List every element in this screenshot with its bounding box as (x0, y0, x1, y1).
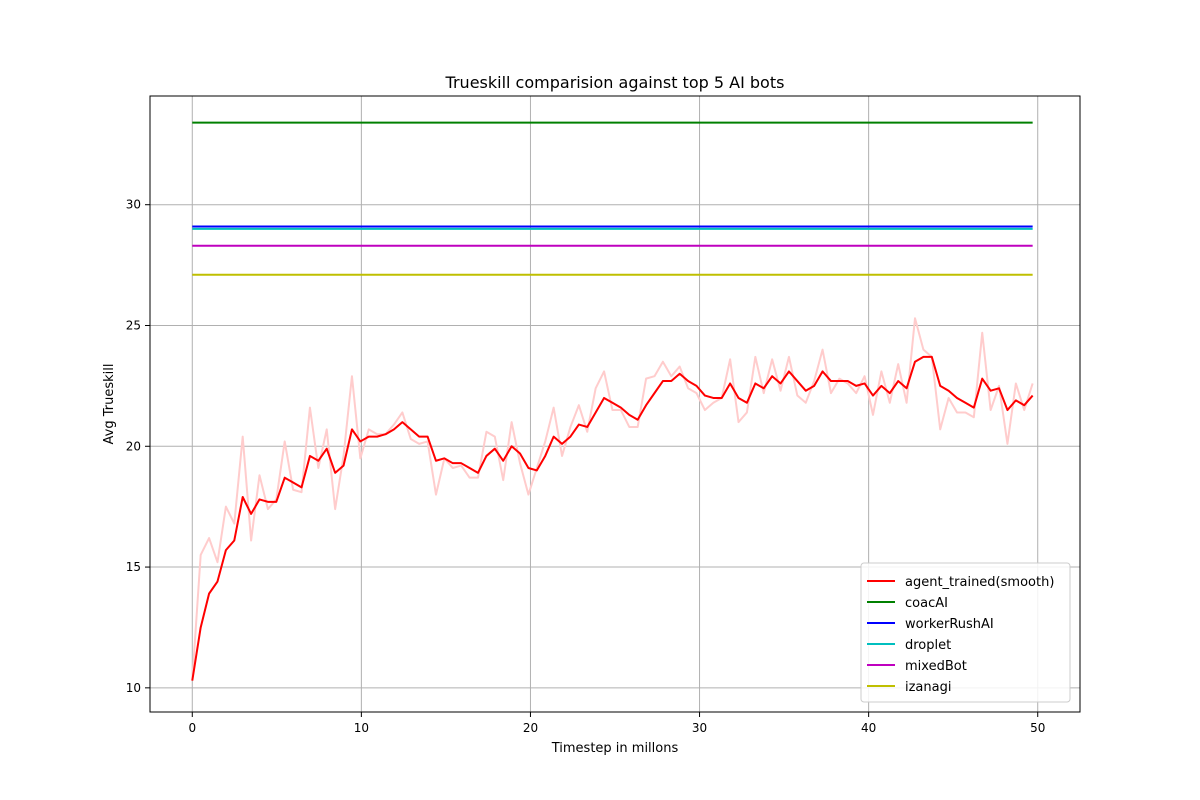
y-axis-label: Avg Trueskill (102, 364, 117, 445)
x-tick-label: 40 (861, 721, 876, 735)
y-tick-label: 10 (126, 681, 141, 695)
y-tick-label: 20 (126, 439, 141, 453)
y-tick-label: 30 (126, 198, 141, 212)
chart-title: Trueskill comparision against top 5 AI b… (445, 73, 785, 92)
x-tick-label: 30 (692, 721, 707, 735)
legend-label-droplet: droplet (905, 638, 951, 653)
x-tick-label: 10 (354, 721, 369, 735)
x-axis-ticks: 0 10 20 30 40 50 (188, 712, 1045, 735)
legend-label-agent-trained-smooth: agent_trained(smooth) (905, 575, 1054, 590)
legend-label-mixedbot: mixedBot (905, 659, 967, 674)
gridlines (150, 96, 1080, 712)
y-tick-label: 25 (126, 318, 141, 332)
legend: agent_trained(smooth) coacAI workerRushAI d… (860, 562, 1071, 703)
legend-label-izanagi: izanagi (905, 680, 951, 695)
y-axis-ticks: 10 15 20 25 30 (126, 198, 150, 695)
x-tick-label: 50 (1030, 721, 1045, 735)
plot-frame (149, 95, 1081, 713)
x-axis-label: Timestep in millons (551, 741, 679, 756)
plot-series (191, 121, 1034, 681)
y-tick-label: 15 (126, 560, 141, 574)
legend-label-coacai: coacAI (905, 596, 948, 611)
x-tick-label: 0 (188, 721, 196, 735)
legend-box (860, 562, 1071, 703)
legend-label-workerrushai: workerRushAI (905, 617, 994, 632)
x-tick-label: 20 (523, 721, 538, 735)
series-line-agent-trained-smooth (191, 355, 1034, 681)
